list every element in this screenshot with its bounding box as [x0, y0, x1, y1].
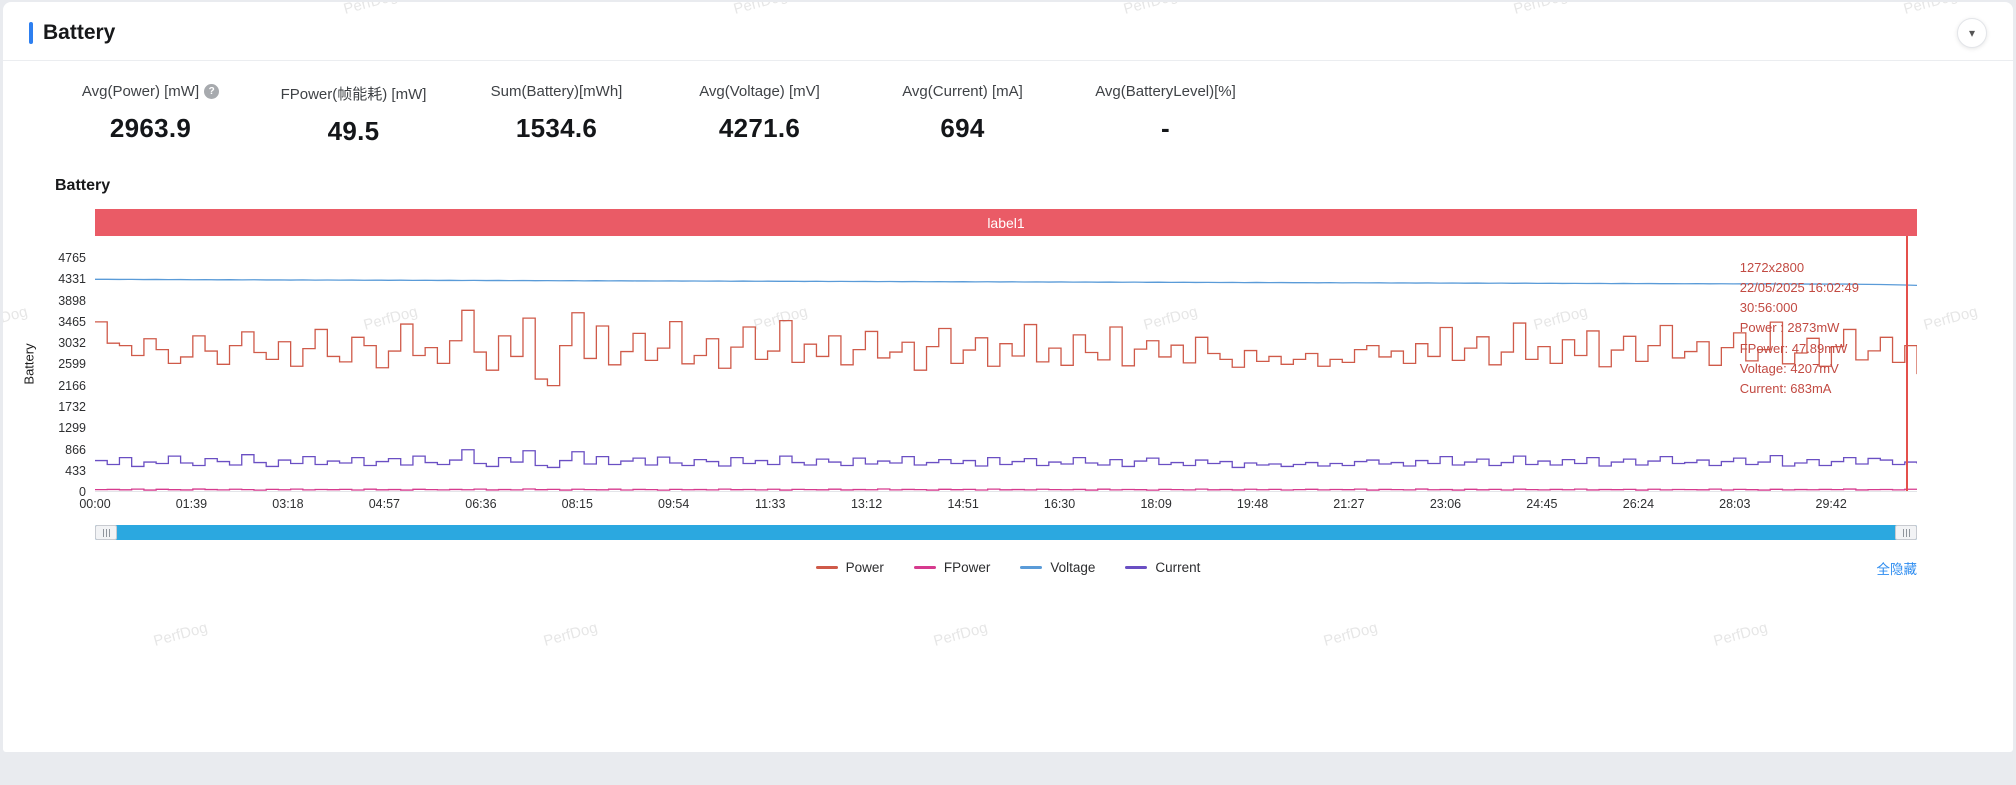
x-tick-label: 14:51 — [947, 497, 979, 511]
help-icon[interactable]: ? — [204, 84, 220, 99]
watermark: PerfDog — [541, 619, 600, 650]
stat-3: Avg(Voltage) [mV] 4271.6 — [658, 83, 861, 147]
stat-2: Sum(Battery)[mWh] 1534.6 — [455, 83, 658, 147]
y-tick-label: 2599 — [58, 357, 86, 372]
stat-0: Avg(Power) [mW]? 2963.9 — [49, 83, 252, 147]
x-tick-label: 06:36 — [465, 497, 497, 511]
title-accent-bar — [29, 22, 33, 44]
y-tick-label: 866 — [65, 442, 86, 457]
watermark: PerfDog — [931, 619, 990, 650]
y-tick-label: 0 — [79, 485, 86, 499]
watermark: PerfDog — [151, 619, 210, 650]
stats-row: Avg(Power) [mW]? 2963.9 FPower(帧能耗) [mW] 49… — [3, 61, 2013, 151]
y-tick-label: 2166 — [58, 378, 86, 393]
legend-row: Power FPower Voltage Current 全隐藏 — [3, 556, 2013, 578]
stat-label: Avg(Voltage) [mV] — [699, 83, 820, 100]
watermark: PerfDog — [1921, 303, 1980, 334]
x-tick-label: 08:15 — [561, 497, 593, 511]
legend-item-Voltage[interactable]: Voltage — [1020, 560, 1095, 575]
x-tick-label: 21:27 — [1333, 497, 1365, 511]
series-line-FPower — [95, 489, 1917, 490]
stat-value: 1534.6 — [515, 113, 598, 143]
x-tick-label: 19:48 — [1236, 497, 1269, 511]
x-tick-label: 03:18 — [272, 497, 304, 511]
legend-item-Current[interactable]: Current — [1125, 560, 1200, 575]
series-line-Power — [95, 310, 1917, 385]
x-tick-label: 13:12 — [850, 497, 883, 511]
x-tick-label: 04:57 — [368, 497, 400, 511]
panel-title: Battery — [43, 21, 116, 44]
collapse-button[interactable]: ▾ — [1957, 18, 1987, 48]
x-axis-ticks: 00:00 01:39 03:18 04:57 06:36 08:15 09:54 11:33… — [79, 497, 1917, 521]
chart-region: label1 Battery 4765 4331 3898 3465 3032 2599 2… — [22, 209, 1917, 540]
series-line-Voltage — [95, 279, 1917, 285]
y-tick-label: 3032 — [58, 336, 86, 351]
stat-label: Avg(Power) [mW]? — [82, 83, 220, 100]
stat-label: FPower(帧能耗) [mW] — [280, 86, 427, 103]
stat-value: 2963.9 — [109, 113, 192, 143]
legend-label: Power — [845, 559, 884, 575]
legend-color-dash — [913, 565, 936, 569]
y-tick-label: 4331 — [58, 272, 86, 287]
watermark: PerfDog — [1711, 619, 1770, 650]
panel-header: Battery ▾ — [3, 2, 2013, 61]
scrollbar-right-handle[interactable] — [1895, 525, 1917, 540]
y-tick-label: 3898 — [58, 293, 86, 308]
stat-1: FPower(帧能耗) [mW] 49.5 — [252, 83, 455, 147]
scrollbar-left-handle[interactable] — [95, 525, 117, 540]
x-tick-label: 16:30 — [1043, 497, 1076, 511]
watermark: PerfDog — [3, 303, 30, 334]
hide-all-link[interactable]: 全隐藏 — [1876, 562, 1918, 577]
x-tick-label: 24:45 — [1526, 497, 1558, 511]
chart-plot[interactable]: Battery 4765 4331 3898 3465 3032 2599 2166 1732… — [22, 236, 1917, 499]
y-tick-label: 1732 — [58, 399, 86, 414]
chart-section-title: Battery — [55, 177, 111, 194]
x-tick-label: 29:42 — [1815, 497, 1847, 511]
chart-cursor-line — [1906, 236, 1908, 491]
series-line-Current — [95, 450, 1917, 468]
legend-item-FPower[interactable]: FPower — [913, 559, 991, 575]
y-tick-label: 4765 — [58, 251, 86, 265]
legend-label: FPower — [943, 559, 991, 575]
x-tick-label: 01:39 — [175, 497, 208, 511]
x-tick-label: 26:24 — [1622, 497, 1655, 511]
stat-label: Avg(BatteryLevel)[%] — [1095, 83, 1236, 100]
stat-value: 49.5 — [327, 116, 380, 146]
y-tick-label: 1299 — [58, 421, 86, 436]
chart-canvas — [95, 236, 1917, 492]
chart-label-banner[interactable]: label1 — [95, 209, 1917, 236]
legend-item-Power[interactable]: Power — [815, 559, 884, 575]
x-tick-label: 23:06 — [1429, 497, 1462, 511]
legend-color-dash — [1020, 565, 1043, 569]
x-tick-label: 28:03 — [1719, 497, 1751, 511]
legend-color-dash — [1125, 565, 1148, 569]
chart-scrollbar[interactable] — [95, 525, 1917, 540]
watermark: PerfDog — [1321, 619, 1380, 650]
x-tick-label: 18:09 — [1140, 497, 1172, 511]
stat-5: Avg(BatteryLevel)[%] - — [1064, 83, 1267, 147]
legend-label: Current — [1155, 559, 1201, 575]
stat-value: - — [1161, 113, 1170, 143]
y-axis-title: Battery — [21, 342, 37, 385]
stat-label: Avg(Current) [mA] — [902, 83, 1023, 100]
x-tick-label: 00:00 — [79, 497, 111, 511]
legend-color-dash — [815, 565, 838, 569]
stat-value: 4271.6 — [718, 113, 801, 143]
stat-label: Sum(Battery)[mWh] — [490, 83, 623, 100]
stat-value: 694 — [940, 113, 985, 143]
stat-4: Avg(Current) [mA] 694 — [861, 83, 1064, 147]
legend-label: Voltage — [1050, 559, 1096, 575]
y-tick-label: 433 — [65, 463, 86, 478]
x-tick-label: 09:54 — [658, 497, 690, 511]
chevron-down-icon: ▾ — [1968, 26, 1976, 40]
x-tick-label: 11:33 — [755, 497, 786, 511]
y-tick-label: 3465 — [58, 314, 86, 329]
battery-panel: PerfDog PerfDog PerfDog PerfDog PerfDog PerfD… — [3, 2, 2013, 752]
